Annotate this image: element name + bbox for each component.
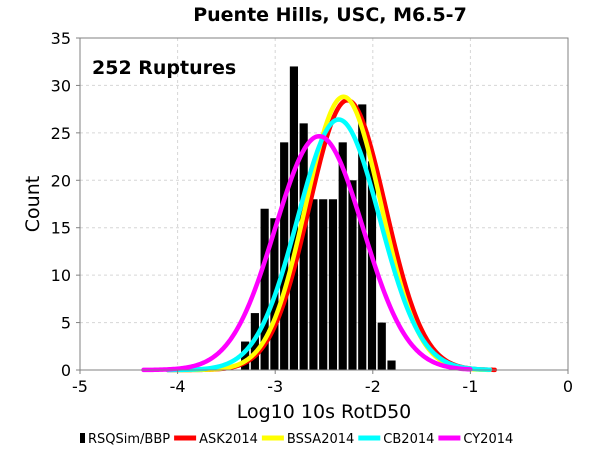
histogram-bar <box>338 142 347 370</box>
legend-swatch-ask2014 <box>174 435 197 441</box>
legend-swatch-bssa2014 <box>261 435 284 441</box>
legend-label-ask2014: ASK2014 <box>199 432 258 447</box>
histogram-bar <box>387 360 396 370</box>
legend-swatch-cb2014 <box>358 435 381 441</box>
legend-label-cy2014: CY2014 <box>463 432 513 447</box>
y-tick-label: 5 <box>61 314 71 333</box>
x-tick-label: 0 <box>563 377 573 396</box>
legend-label-cb2014: CB2014 <box>383 432 434 447</box>
x-tick-label: -1 <box>462 377 478 396</box>
legend-label-rsqsim-bbp: RSQSim/BBP <box>88 432 170 447</box>
x-tick-label: -2 <box>365 377 381 396</box>
ruptures-annotation: 252 Ruptures <box>92 57 236 79</box>
x-tick-label: -5 <box>72 377 88 396</box>
histogram-bar <box>280 142 289 370</box>
y-tick-label: 35 <box>51 29 71 48</box>
x-tick-label: -4 <box>170 377 186 396</box>
histogram-bar <box>367 161 377 370</box>
legend: RSQSim/BBP ASK2014 BSSA2014 CB2014 CY2014 <box>80 432 513 447</box>
legend-swatch-rsqsim-bbp <box>80 433 85 443</box>
x-tick-label: -3 <box>267 377 283 396</box>
histogram-bar <box>289 66 298 370</box>
histogram-bar <box>319 199 328 370</box>
histogram-bar <box>309 199 318 370</box>
y-tick-label: 30 <box>51 76 71 95</box>
y-tick-label: 20 <box>51 171 71 190</box>
gmpe-curves <box>141 94 498 373</box>
y-tick-label: 15 <box>51 219 71 238</box>
histogram-bar <box>328 199 338 370</box>
histogram-bar <box>241 341 250 370</box>
histogram-bar <box>348 180 357 370</box>
legend-swatch-cy2014 <box>438 435 461 441</box>
y-axis-label: Count <box>22 176 44 232</box>
chart-title: Puente Hills, USC, M6.5-7 <box>193 4 467 26</box>
axis-ticks: -5 -4 -3 -2 -1 0 0 5 10 15 20 25 30 35 <box>51 29 573 396</box>
histogram-bar <box>299 123 308 370</box>
cy2014-curve <box>141 133 473 373</box>
x-axis-label: Log10 10s RotD50 <box>237 401 412 423</box>
legend-label-bssa2014: BSSA2014 <box>287 432 354 447</box>
cb2014-curve <box>165 117 493 373</box>
y-tick-label: 25 <box>51 124 71 143</box>
y-tick-label: 0 <box>61 361 71 380</box>
histogram-bar <box>377 322 386 370</box>
plot-frame <box>79 37 569 371</box>
y-tick-label: 10 <box>51 266 71 285</box>
histogram-bar <box>358 104 367 371</box>
histogram-bar <box>260 208 269 370</box>
